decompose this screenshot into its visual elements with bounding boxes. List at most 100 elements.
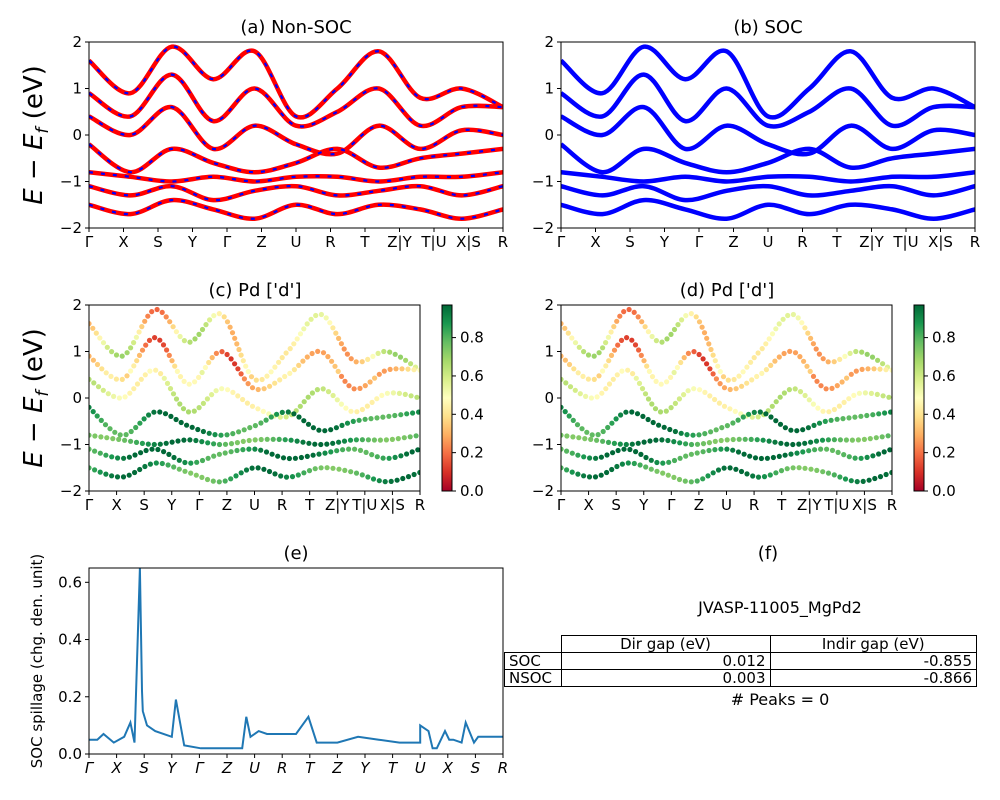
band-point bbox=[127, 390, 133, 396]
band-point bbox=[561, 353, 564, 359]
band-point bbox=[724, 437, 730, 443]
band-point bbox=[569, 469, 575, 475]
band-point bbox=[255, 465, 261, 471]
band-point bbox=[204, 476, 211, 483]
band-point bbox=[813, 346, 819, 352]
band-point bbox=[738, 468, 745, 475]
band-point bbox=[301, 399, 307, 405]
band-point bbox=[671, 474, 677, 480]
band-point bbox=[788, 427, 794, 433]
band-point bbox=[370, 353, 376, 359]
band-point bbox=[115, 455, 121, 461]
band-point bbox=[693, 314, 699, 320]
panel-b-plot: −2 −1 0 1 2 Γ X S Y Γ Z U R T Z|Y T|U X|S R bbox=[532, 33, 980, 251]
x-tick-label: Y bbox=[166, 496, 177, 514]
x-tick-label: Z bbox=[256, 233, 266, 251]
band-point bbox=[824, 446, 830, 452]
band-point bbox=[727, 406, 733, 412]
y-tick-label: 0 bbox=[544, 389, 554, 407]
band-point bbox=[572, 387, 578, 393]
band-point bbox=[592, 474, 599, 480]
band-point bbox=[230, 431, 236, 437]
band-point bbox=[193, 472, 199, 478]
bands-clip bbox=[89, 44, 503, 221]
band-point bbox=[574, 422, 581, 428]
band-point bbox=[668, 331, 674, 337]
band-point bbox=[656, 422, 662, 428]
band-point bbox=[636, 347, 642, 353]
band-point bbox=[671, 326, 678, 333]
band-point bbox=[659, 437, 665, 443]
band-point bbox=[376, 371, 382, 377]
x-tick-label: Y bbox=[167, 759, 178, 777]
band-point bbox=[611, 347, 618, 353]
band-point bbox=[665, 472, 671, 478]
band-point bbox=[199, 369, 205, 376]
band-point bbox=[379, 392, 385, 398]
band-point bbox=[364, 403, 370, 409]
band-point bbox=[688, 479, 694, 485]
band-point bbox=[174, 368, 180, 374]
y-tick-label: 0 bbox=[72, 389, 82, 407]
band-point bbox=[316, 451, 322, 457]
row-indir-gap: -0.855 bbox=[769, 652, 977, 670]
band-point bbox=[295, 472, 301, 478]
band-point bbox=[776, 354, 782, 360]
band-point bbox=[211, 453, 217, 459]
x-tick-label: R bbox=[498, 759, 508, 777]
band-point bbox=[591, 376, 597, 382]
colorbar-tick-label: 0.4 bbox=[932, 405, 956, 423]
panel-e-title: (e) bbox=[283, 543, 308, 564]
band-point bbox=[170, 324, 176, 330]
band-point bbox=[182, 468, 188, 474]
band-point bbox=[404, 411, 410, 417]
band-point bbox=[755, 414, 761, 420]
band-point bbox=[124, 373, 130, 379]
band-point bbox=[328, 427, 334, 433]
band-line bbox=[89, 183, 503, 203]
y-tick-label: −2 bbox=[532, 219, 554, 237]
band-point bbox=[177, 333, 183, 340]
band-point bbox=[89, 465, 92, 471]
x-tick-label: Y bbox=[638, 496, 649, 514]
band-point bbox=[258, 447, 264, 453]
band-point bbox=[416, 409, 420, 415]
band-point bbox=[100, 340, 107, 346]
band-point bbox=[200, 400, 206, 406]
band-point bbox=[384, 390, 390, 396]
band-point bbox=[324, 465, 330, 471]
material-id: JVASP-11005_MgPd2 bbox=[698, 598, 862, 617]
band-point bbox=[619, 368, 625, 374]
x-tick-label: Z|Y bbox=[797, 496, 822, 514]
band-point bbox=[308, 316, 314, 322]
band-point bbox=[105, 391, 111, 397]
x-tick-label: R bbox=[797, 233, 807, 251]
band-point bbox=[870, 453, 876, 459]
band-point bbox=[266, 468, 273, 475]
band-point bbox=[283, 414, 289, 420]
band-point bbox=[696, 319, 703, 325]
y-tick-label: 0 bbox=[72, 126, 82, 144]
band-line-dash bbox=[89, 105, 503, 156]
x-tick-label: T|U bbox=[420, 233, 446, 251]
band-point bbox=[102, 422, 109, 428]
band-line bbox=[89, 169, 503, 184]
band-point bbox=[343, 405, 349, 411]
band-point bbox=[339, 422, 345, 428]
band-point bbox=[625, 460, 631, 466]
band-point bbox=[216, 441, 223, 448]
band-point bbox=[330, 325, 336, 331]
y-tick-label: −1 bbox=[60, 173, 82, 191]
band-point bbox=[702, 389, 708, 395]
band-point bbox=[338, 401, 344, 407]
band-point bbox=[255, 406, 261, 412]
band-point bbox=[276, 359, 282, 365]
band-point bbox=[164, 347, 170, 353]
band-point bbox=[204, 396, 210, 402]
band-point bbox=[598, 472, 604, 478]
band-point bbox=[192, 379, 198, 385]
band-point bbox=[799, 320, 805, 326]
band-point bbox=[212, 432, 218, 438]
band-point bbox=[614, 372, 620, 378]
